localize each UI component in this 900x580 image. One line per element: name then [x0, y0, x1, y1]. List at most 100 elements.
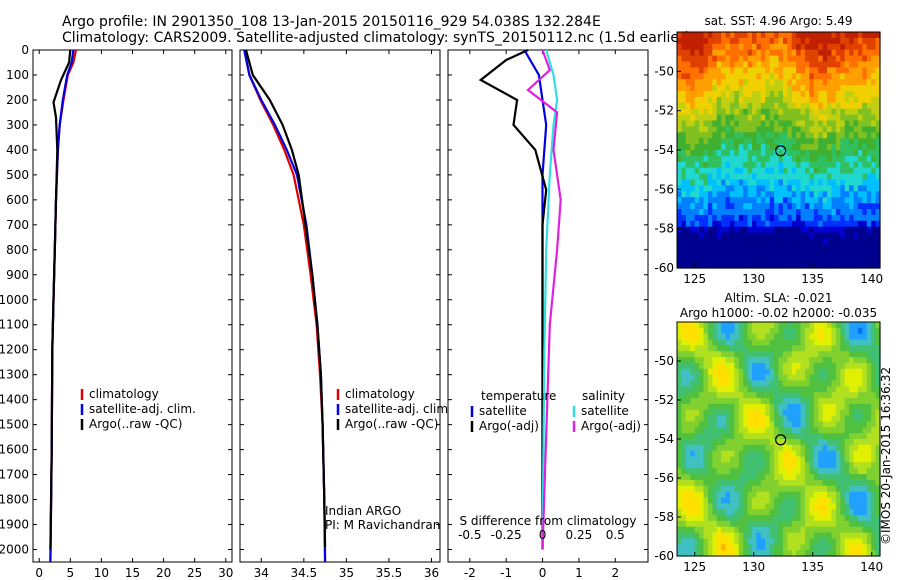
sla_map-cell: [721, 544, 727, 551]
sla_map-cell: [716, 386, 722, 393]
sst_map-cell: [862, 120, 868, 127]
sst_map-cell: [743, 55, 749, 63]
sst_map-cell: [743, 37, 749, 45]
sst_map-cell: [716, 37, 722, 45]
sst_map-cell: [871, 173, 877, 181]
sla_map-cell: [835, 515, 841, 522]
sst_map-cell: [738, 185, 744, 192]
sla_map-cell: [796, 503, 802, 510]
sla_map-cell: [827, 520, 833, 528]
sst_map-cell: [699, 79, 705, 86]
sla_map-cell: [743, 357, 749, 364]
sla_map-cell: [725, 474, 731, 481]
sla_map-cell: [765, 333, 771, 341]
sla_map-cell: [774, 380, 780, 387]
sst_map-cell: [734, 102, 740, 110]
sla_map-cell: [827, 368, 833, 376]
sla_map-cell: [791, 351, 797, 358]
sla_map-cell: [721, 550, 727, 557]
sla_map-cell: [875, 392, 881, 399]
sla_map-cell: [721, 491, 727, 499]
sst_map-cell: [774, 114, 780, 122]
sla_map-cell: [756, 479, 762, 487]
sla_map-cell: [813, 415, 819, 423]
sst_map-cell: [791, 79, 797, 86]
sst_map-cell: [760, 120, 766, 127]
sla_map-cell: [791, 362, 797, 370]
sst_map-cell: [725, 214, 731, 222]
sst_map-cell: [769, 256, 775, 263]
sla_map-cell: [853, 526, 859, 534]
sst_map-cell: [729, 250, 735, 257]
sst_map-cell: [725, 108, 731, 116]
sst_map-cell: [791, 167, 797, 175]
sla_map-cell: [796, 327, 802, 335]
sla_map-cell: [800, 468, 806, 475]
sla_map-cell: [778, 462, 784, 469]
sla_map-cell: [729, 444, 735, 452]
sla_map-cell: [752, 450, 758, 458]
sla_map-cell: [703, 456, 709, 463]
sla_map-cell: [778, 520, 784, 528]
sst_map-cell: [699, 55, 705, 63]
sla_map-cell: [804, 532, 810, 540]
sla_map-cell: [694, 456, 700, 463]
sst_map-cell: [835, 179, 841, 186]
sla_map-cell: [804, 462, 810, 469]
depth-tick-label: 1300: [0, 368, 29, 382]
sst_map-cell: [875, 244, 881, 251]
sst_map-cell: [866, 185, 872, 192]
sst_map-cell: [804, 185, 810, 192]
sla_map-cell: [725, 444, 731, 452]
sst_map-cell: [782, 144, 788, 151]
sst_map-cell: [694, 262, 700, 269]
sla_map-cell: [822, 357, 828, 364]
sst_map-cell: [875, 102, 881, 110]
sst_map-cell: [835, 126, 841, 133]
sst_map-cell: [765, 132, 771, 139]
sla_map-cell: [800, 520, 806, 528]
sst_map-cell: [840, 179, 846, 186]
sla_map-cell: [712, 444, 718, 452]
sst_map-cell: [703, 161, 709, 169]
sst_map-cell: [747, 244, 753, 251]
sst_map-cell: [765, 220, 771, 228]
sst_map-cell: [712, 167, 718, 175]
sst_map-cell: [862, 91, 868, 98]
sst_map-cell: [721, 220, 727, 228]
sla_map-cell: [844, 520, 850, 528]
sst_map-cell: [712, 203, 718, 210]
sst_map-cell: [681, 262, 687, 269]
sla_map-cell: [809, 444, 815, 452]
sla_map-cell: [690, 485, 696, 493]
sst_map-cell: [822, 132, 828, 139]
sla_map-cell: [774, 544, 780, 551]
sla_map-cell: [787, 462, 793, 469]
sla_map-cell: [835, 520, 841, 528]
sst_map-cell: [703, 250, 709, 257]
sla_map-cell: [707, 491, 713, 499]
sla_map-cell: [853, 380, 859, 387]
sla_map-cell: [813, 497, 819, 504]
sla_map-cell: [809, 544, 815, 551]
sst_map-cell: [831, 232, 837, 240]
sla_map-cell: [871, 362, 877, 370]
sst_map-cell: [822, 108, 828, 116]
sla_map-cell: [800, 345, 806, 352]
sst_map-cell: [831, 114, 837, 122]
sla_map-cell: [707, 403, 713, 411]
sla_map-cell: [729, 380, 735, 387]
sla_map-cell: [849, 503, 855, 510]
sst_map-cell: [743, 262, 749, 269]
sla_map-cell: [822, 456, 828, 463]
sla_map-cell: [875, 439, 881, 446]
sst_map-cell: [734, 161, 740, 169]
sla_map-cell: [822, 386, 828, 393]
sla_map-cell: [800, 403, 806, 411]
sst_map-cell: [707, 250, 713, 257]
sla_map-cell: [796, 497, 802, 504]
sst_map-cell: [734, 250, 740, 257]
sla_map-cell: [827, 538, 833, 545]
sst_map-cell: [703, 43, 709, 51]
sst_map-cell: [804, 179, 810, 186]
